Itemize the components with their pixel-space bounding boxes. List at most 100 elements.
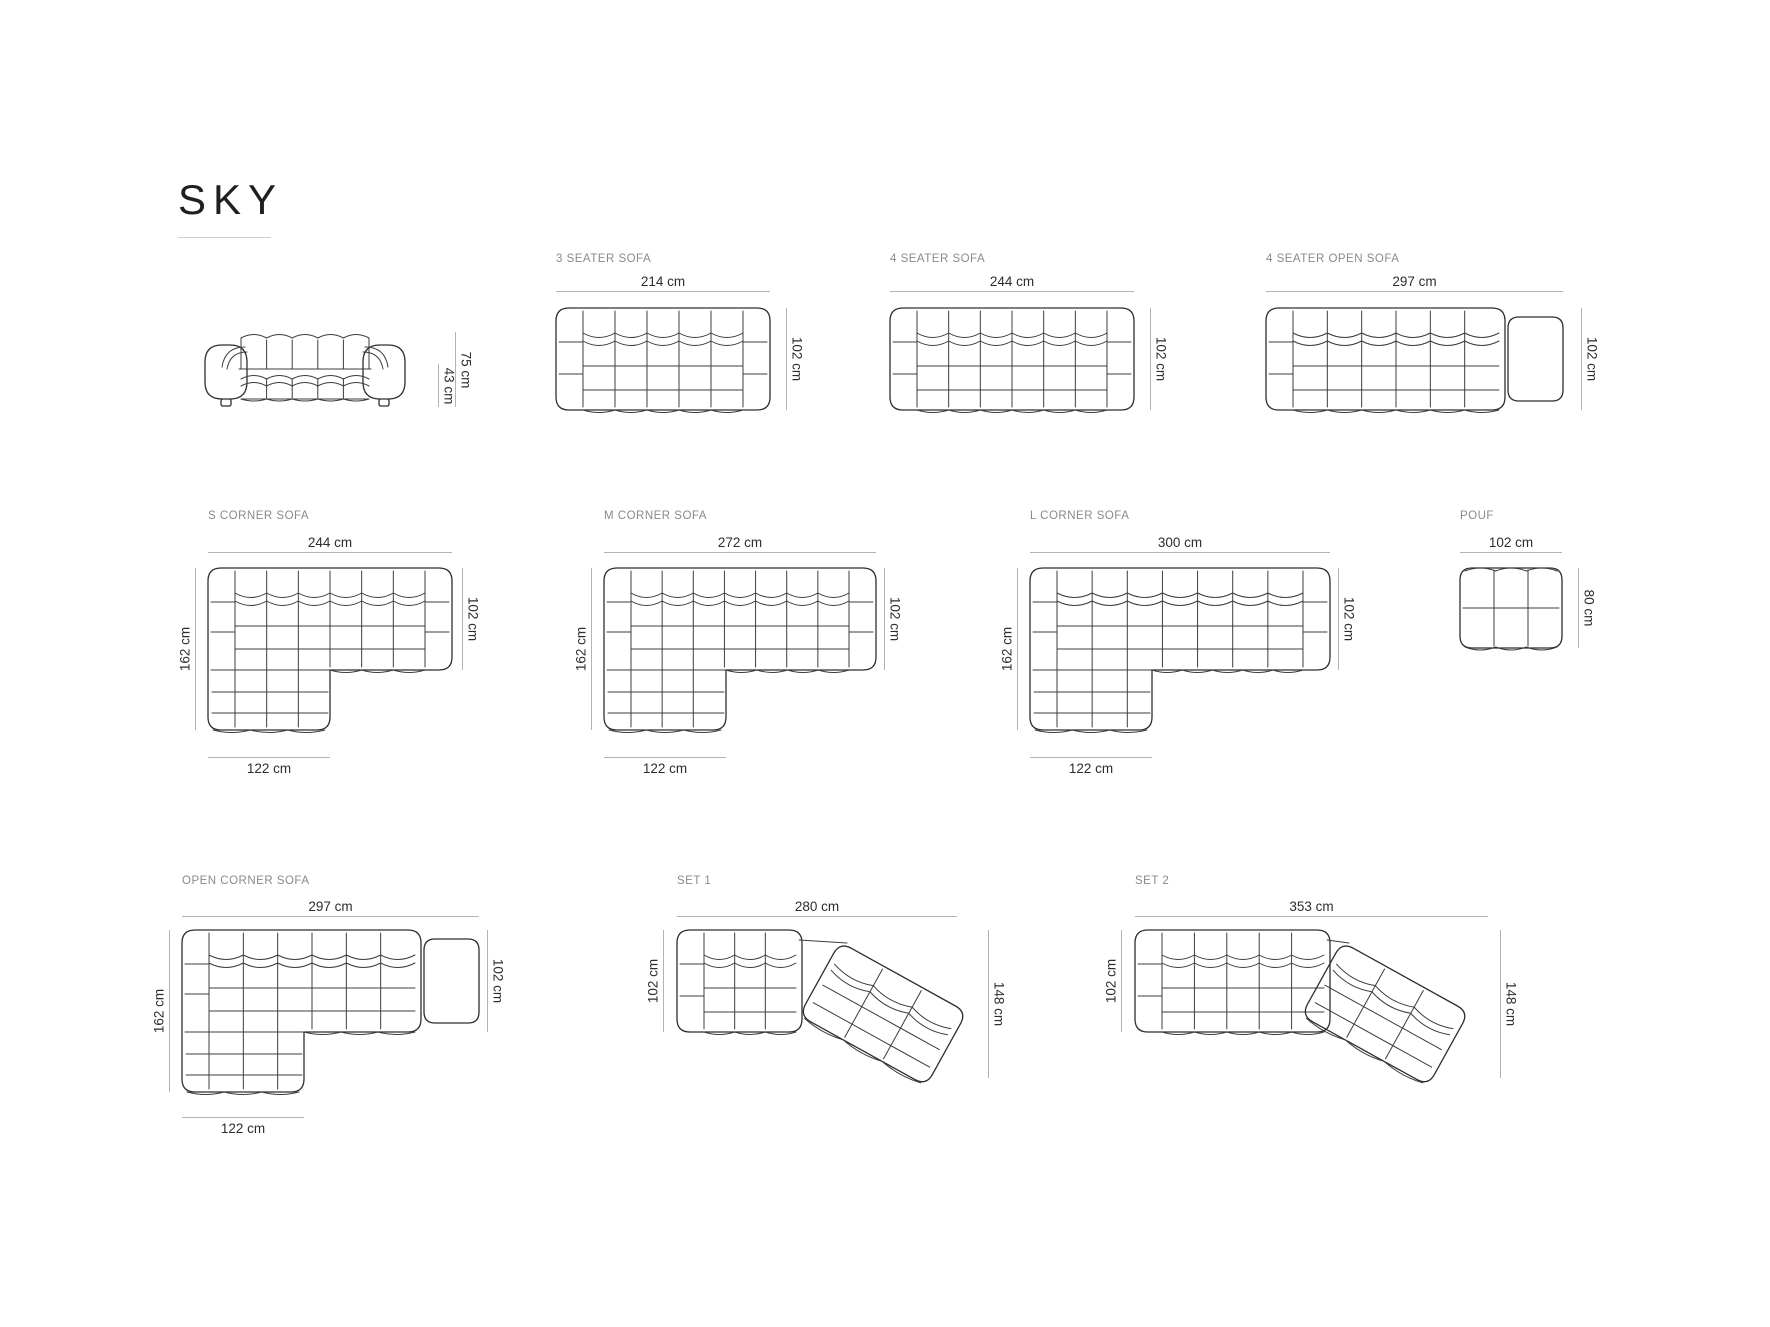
open-corner-sofa-top-view-drawing <box>181 929 480 1095</box>
dim-line <box>1266 291 1563 292</box>
dim-total-height: 75 cm <box>455 332 474 407</box>
sofa-4-seater-top-view-drawing <box>889 307 1135 413</box>
dim-total-height-text: 75 cm <box>458 351 474 388</box>
sofa-front-elevation-drawing <box>204 334 406 407</box>
dim-depth: 102 cm <box>487 930 506 1032</box>
dim-depth: 102 cm <box>1581 308 1600 410</box>
dim-diagonal: 148 cm <box>1500 930 1519 1078</box>
dim-width: 102 cm <box>1460 535 1562 553</box>
page-title: SKY <box>178 176 284 223</box>
dim-width: 244 cm <box>890 274 1134 292</box>
dim-chaise-width: 122 cm <box>182 1117 304 1136</box>
dim-depth-total-text: 162 cm <box>999 626 1015 672</box>
dim-line <box>1578 568 1579 648</box>
dim-line <box>890 291 1134 292</box>
corner-sofa-l-top-view-drawing <box>1029 567 1331 733</box>
dim-width-text: 297 cm <box>308 899 353 914</box>
diagram-title: L CORNER SOFA <box>1030 510 1130 522</box>
dim-width: 280 cm <box>677 899 957 917</box>
dim-depth: 102 cm <box>1150 308 1169 410</box>
dim-chaise-width-text: 122 cm <box>642 761 688 776</box>
dim-depth-text: 80 cm <box>1581 589 1597 627</box>
dim-width: 214 cm <box>556 274 770 292</box>
dim-depth-total-text: 162 cm <box>177 626 193 672</box>
dim-chaise-width: 122 cm <box>208 757 330 776</box>
dim-line <box>604 552 876 553</box>
dim-chaise-width-text: 122 cm <box>1068 761 1114 776</box>
dim-width-text: 280 cm <box>794 899 840 914</box>
dim-line <box>677 916 957 917</box>
dim-width-text: 244 cm <box>989 274 1035 289</box>
dim-chaise-width-text: 122 cm <box>246 761 292 776</box>
dim-line <box>195 568 196 730</box>
dim-depth-total-text: 162 cm <box>573 626 589 672</box>
dim-depth-total: 162 cm <box>1000 568 1018 730</box>
dim-line <box>1017 568 1018 730</box>
dim-line <box>1135 916 1488 917</box>
dim-depth-total-text: 162 cm <box>151 988 167 1034</box>
dim-width-text: 297 cm <box>1392 274 1437 289</box>
dim-chaise-width: 122 cm <box>1030 757 1152 776</box>
diagram-title: 4 SEATER SOFA <box>890 253 986 265</box>
dim-line <box>1030 552 1330 553</box>
dim-chaise-width-text: 122 cm <box>220 1121 266 1136</box>
title-underline <box>178 237 271 238</box>
dim-line <box>1338 568 1339 670</box>
diagram-title: S CORNER SOFA <box>208 510 310 522</box>
dim-depth: 102 cm <box>646 930 664 1032</box>
sofa-3-seater-top-view-drawing <box>555 307 771 413</box>
set-2-top-view-drawing <box>1134 929 1466 1084</box>
dim-line <box>1460 552 1562 553</box>
dim-depth-text: 102 cm <box>789 336 805 382</box>
diagram-title: M CORNER SOFA <box>604 510 707 522</box>
dim-depth: 102 cm <box>1338 568 1357 670</box>
dim-line <box>182 916 479 917</box>
dim-line <box>591 568 592 730</box>
set-1-top-view-drawing <box>676 929 964 1084</box>
dim-line <box>988 930 989 1078</box>
dim-line <box>455 332 456 407</box>
dim-depth-text: 102 cm <box>1341 596 1357 642</box>
dim-width: 297 cm <box>182 899 479 917</box>
dim-width-text: 272 cm <box>717 535 763 550</box>
dim-line <box>1030 757 1152 758</box>
dim-depth-total: 162 cm <box>152 930 170 1092</box>
dim-depth-text: 102 cm <box>1153 336 1169 382</box>
dim-width-text: 214 cm <box>640 274 686 289</box>
dim-line <box>182 1117 304 1118</box>
dim-width: 300 cm <box>1030 535 1330 553</box>
dim-line <box>556 291 770 292</box>
sofa-4-seater-open-top-view-drawing <box>1265 307 1564 413</box>
dim-depth-total: 162 cm <box>178 568 196 730</box>
dim-depth-text: 102 cm <box>1584 336 1600 382</box>
dim-line <box>438 364 439 407</box>
dim-seat-height-text: 43 cm <box>441 367 457 404</box>
dim-depth: 80 cm <box>1578 568 1597 648</box>
dim-line <box>604 757 726 758</box>
pouf-top-view-drawing <box>1459 567 1563 651</box>
diagram-title: 3 SEATER SOFA <box>556 253 652 265</box>
dim-line <box>1500 930 1501 1078</box>
dim-diagonal: 148 cm <box>988 930 1007 1078</box>
corner-sofa-s-top-view-drawing <box>207 567 453 733</box>
dim-depth: 102 cm <box>462 568 481 670</box>
diagram-title: OPEN CORNER SOFA <box>182 875 310 887</box>
dim-depth-text: 102 cm <box>645 958 661 1004</box>
corner-sofa-m-top-view-drawing <box>603 567 877 733</box>
dim-width: 272 cm <box>604 535 876 553</box>
diagram-title: 4 SEATER OPEN SOFA <box>1266 253 1400 265</box>
dim-seat-height: 43 cm <box>438 364 457 407</box>
dim-depth-text: 102 cm <box>1103 958 1119 1004</box>
dim-line <box>1581 308 1582 410</box>
dim-line <box>786 308 787 410</box>
dim-line <box>1121 930 1122 1032</box>
dim-line <box>1150 308 1151 410</box>
dim-diagonal-text: 148 cm <box>991 981 1007 1027</box>
dim-line <box>884 568 885 670</box>
dim-line <box>663 930 664 1032</box>
dim-width: 244 cm <box>208 535 452 553</box>
dim-line <box>208 757 330 758</box>
dim-width-text: 353 cm <box>1289 899 1334 914</box>
dim-width-text: 244 cm <box>307 535 353 550</box>
dim-line <box>462 568 463 670</box>
